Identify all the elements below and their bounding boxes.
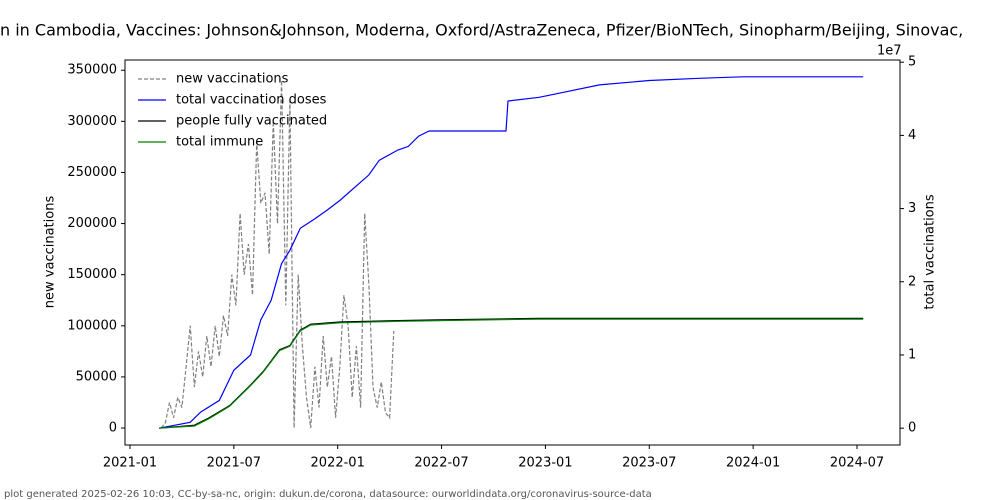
legend-label: people fully vaccinated (176, 114, 327, 129)
y2-tick-label: 3 (908, 201, 916, 216)
series-line (158, 76, 864, 429)
y-tick-label: 100000 (67, 318, 117, 333)
y2-scale-label: 1e7 (877, 44, 902, 59)
x-tick-label: 2024-07 (830, 456, 884, 471)
y-tick-label: 300000 (67, 114, 117, 129)
x-tick-label: 2021-07 (207, 456, 261, 471)
legend-label: new vaccinations (176, 72, 289, 87)
y2-tick-label: 4 (908, 128, 916, 143)
y2-axis-label: total vaccinations (923, 194, 938, 310)
y2-tick-label: 2 (908, 274, 916, 289)
x-tick-label: 2022-07 (414, 456, 468, 471)
y-tick-label: 0 (109, 421, 117, 436)
y-tick-label: 150000 (67, 267, 117, 282)
legend-label: total vaccination doses (176, 93, 327, 108)
x-tick-label: 2021-01 (103, 456, 157, 471)
y2-tick-label: 5 (908, 55, 916, 70)
series-line (160, 80, 395, 429)
series-line (159, 317, 864, 429)
y2-tick-label: 1 (908, 347, 916, 362)
y-axis-label: new vaccinations (43, 196, 58, 309)
x-tick-label: 2022-01 (311, 456, 365, 471)
legend-label: total immune (176, 135, 263, 150)
y-tick-label: 350000 (67, 63, 117, 78)
footer: plot generated 2025-02-26 10:03, CC-by-s… (4, 489, 652, 500)
y-tick-label: 250000 (67, 165, 117, 180)
y-tick-label: 50000 (76, 369, 117, 384)
y-tick-label: 200000 (67, 216, 117, 231)
x-tick-label: 2023-07 (622, 456, 676, 471)
y2-tick-label: 0 (908, 421, 916, 436)
x-tick-label: 2024-01 (726, 456, 780, 471)
series-line (159, 318, 864, 429)
x-tick-label: 2023-01 (518, 456, 572, 471)
plot-frame (124, 59, 901, 446)
chart-title: n in Cambodia, Vaccines: Johnson&Johnson… (0, 21, 963, 40)
